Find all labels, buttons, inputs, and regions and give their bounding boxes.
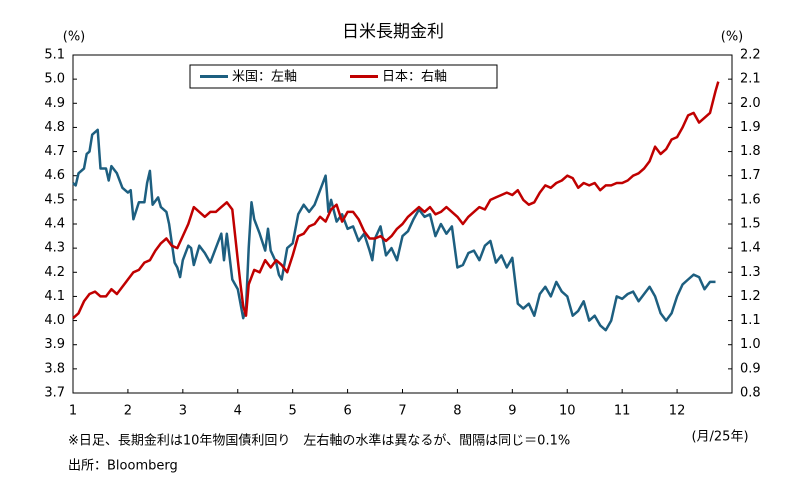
y-tick-label: 4.7 [44,144,65,159]
legend-box [189,64,498,89]
y-tick-label: 3.8 [44,361,65,376]
x-tick-label: 4 [234,404,242,419]
y-tick-label: 4.2 [44,265,65,280]
y2-tick-label: 2.2 [740,48,761,63]
x-tick-label: 2 [124,404,132,419]
y2-tick-label: 1.7 [740,168,761,183]
legend: 米国：左軸 日本：右軸 [189,64,498,89]
y-tick-label: 4.8 [44,120,65,135]
x-axis-label: (月/25年) [691,430,748,445]
x-tick-label: 12 [669,404,686,419]
y-tick-label: 3.9 [44,337,65,352]
x-tick-label: 11 [614,404,631,419]
y-tick-label: 4.9 [44,96,65,111]
x-tick-label: 6 [343,404,351,419]
legend-label: 日本：右軸 [382,70,447,85]
y-tick-label: 5.0 [44,72,65,87]
y2-tick-label: 1.6 [740,192,761,207]
y-tick-label: 5.1 [44,48,65,63]
y-tick-label: 4.0 [44,313,65,328]
y2-tick-label: 1.0 [740,337,761,352]
y2-tick-label: 1.9 [740,120,761,135]
y-tick-label: 4.5 [44,192,65,207]
y2-tick-label: 1.4 [740,241,761,256]
y2-tick-label: 0.8 [740,386,761,401]
x-tick-label: 5 [289,404,297,419]
x-tick-label: 9 [508,404,516,419]
y2-tick-label: 1.3 [740,265,761,280]
y2-tick-label: 0.9 [740,361,761,376]
chart-title: 日米長期金利 [342,22,444,42]
y-tick-label: 4.6 [44,168,65,183]
y2-tick-label: 1.5 [740,217,761,232]
line-series [72,81,720,320]
y2-tick-label: 1.1 [740,313,761,328]
note: ※日足、長期金利は10年物国債利回り 左右軸の水準は異なるが、間隔は同じ＝0.1… [68,433,570,449]
y-tick-label: 4.1 [44,289,65,304]
legend-label: 米国：左軸 [232,70,297,85]
y-tick-label: 4.4 [44,217,65,232]
x-tick-label: 3 [179,404,187,419]
y2-tick-label: 2.1 [740,72,761,87]
y2-tick-label: 2.0 [740,96,761,111]
x-tick-label: 7 [398,404,406,419]
y2-tick-label: 1.2 [740,289,761,304]
y-tick-label: 3.7 [44,386,65,401]
y2-tick-label: 1.8 [740,144,761,159]
x-tick-label: 1 [69,404,77,419]
x-tick-label: 10 [559,404,576,419]
line-series [72,128,716,332]
y-axis-label: (%) [63,30,86,45]
y-tick-label: 4.3 [44,241,65,256]
y2-axis-label: (%) [721,30,744,45]
source: 出所：Bloomberg [68,459,178,474]
x-tick-label: 8 [453,404,461,419]
